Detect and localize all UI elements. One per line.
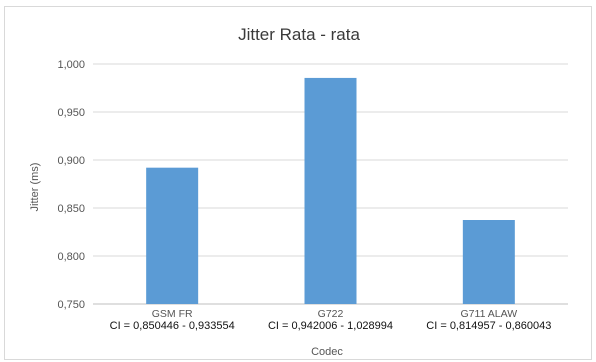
y-tick-label: 0,850 <box>57 203 85 215</box>
y-tick-labels: 0,750 0,800 0,850 0,900 0,950 1,000 <box>57 59 85 311</box>
ci-label: CI = 0,814957 - 0,860043 <box>426 320 551 332</box>
ci-label: CI = 0,850446 - 0,933554 <box>110 320 235 332</box>
y-tick-label: 0,950 <box>57 107 85 119</box>
bars <box>146 77 515 304</box>
x-category-label: GSM FR <box>152 308 193 320</box>
x-axis-title: Codec <box>311 346 343 358</box>
chart-frame: 0,750 0,800 0,850 0,900 0,950 1,000 GSM FR CI … <box>4 6 592 360</box>
y-axis-title: Jitter (ms) <box>29 163 41 212</box>
bar-gsm-fr <box>146 167 199 304</box>
y-tick-label: 0,900 <box>57 155 85 167</box>
x-category-label: G722 <box>318 308 344 320</box>
bar-g722 <box>304 77 357 304</box>
y-tick-label: 0,800 <box>57 251 85 263</box>
y-tick-label: 1,000 <box>57 59 85 71</box>
bar-g711-alaw <box>462 220 515 304</box>
chart-title: Jitter Rata - rata <box>238 25 360 44</box>
y-tick-label: 0,750 <box>57 299 85 311</box>
ci-label: CI = 0,942006 - 1,028994 <box>268 320 393 332</box>
x-category-label: G711 ALAW <box>461 308 518 320</box>
